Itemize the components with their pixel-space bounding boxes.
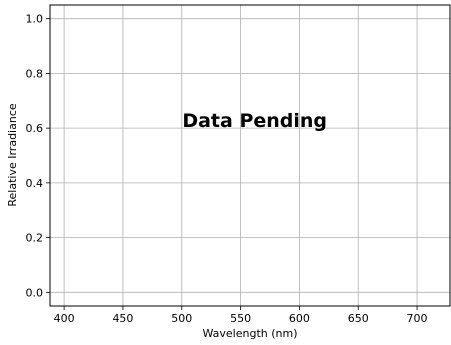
y-tick-label: 1.0 xyxy=(26,13,44,26)
plot-frame xyxy=(49,4,451,307)
x-tick-label: 550 xyxy=(230,312,251,325)
y-tick-label: 0.4 xyxy=(26,177,44,190)
x-tick-label: 450 xyxy=(112,312,133,325)
axis-ticks: 400 450 500 550 600 650 700 0.0 0.2 0.4 0.6 0.8 1.0 xyxy=(26,13,428,325)
y-axis-label: Relative Irradiance xyxy=(6,103,19,206)
y-tick-label: 0.6 xyxy=(26,122,44,135)
y-tick-label: 0.0 xyxy=(26,286,44,299)
grid-lines xyxy=(50,5,450,306)
x-tick-label: 500 xyxy=(171,312,192,325)
x-tick-label: 700 xyxy=(407,312,428,325)
y-tick-label: 0.8 xyxy=(26,67,44,80)
x-tick-label: 400 xyxy=(54,312,75,325)
y-tick-label: 0.2 xyxy=(26,232,44,245)
x-axis-label: Wavelength (nm) xyxy=(202,327,297,340)
x-tick-label: 600 xyxy=(289,312,310,325)
plot-background xyxy=(50,5,450,306)
data-pending-annotation: Data Pending xyxy=(182,110,327,132)
x-tick-label: 650 xyxy=(348,312,369,325)
